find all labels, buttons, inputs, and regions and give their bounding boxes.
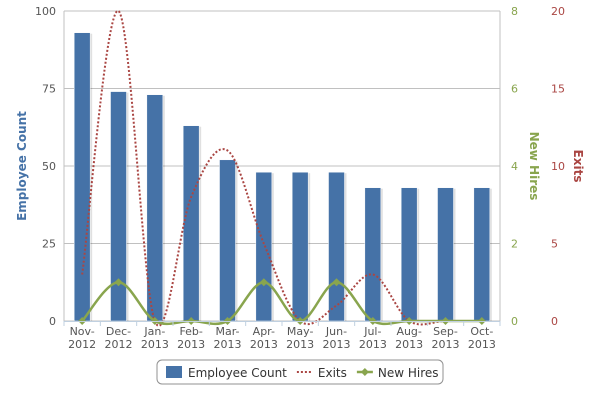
bar — [400, 187, 418, 322]
legend-marker — [360, 368, 369, 376]
x-tick-label: Feb-2013 — [177, 325, 205, 351]
y-left-tick-label: 100 — [35, 5, 56, 18]
bar — [473, 187, 491, 322]
x-tick-label: Nov-2012 — [68, 325, 96, 351]
y-left-axis-title: Employee Count — [15, 111, 29, 221]
y-right-inner-tick-label: 6 — [511, 83, 518, 96]
y-right-outer-tick-label: 20 — [551, 5, 565, 18]
y-right-outer-axis-title: Exits — [571, 150, 585, 183]
bar — [437, 187, 454, 322]
y-right-outer-tick-label: 0 — [551, 315, 558, 328]
y-left-tick-label: 25 — [42, 238, 56, 251]
x-tick-label: Dec-2012 — [105, 325, 133, 351]
y-right-outer-tick-label: 10 — [551, 160, 565, 173]
legend-swatch — [166, 366, 182, 378]
x-tick-label: Jun-2013 — [323, 325, 351, 351]
y-right-inner-tick-label: 8 — [511, 5, 518, 18]
y-right-inner-tick-label: 0 — [511, 315, 518, 328]
line-series — [78, 9, 486, 327]
point-new-hires — [114, 278, 123, 287]
point-new-hires — [332, 278, 341, 287]
legend-box — [156, 359, 444, 385]
bar — [255, 171, 273, 322]
y-right-inner-axis-title: New Hires — [527, 132, 541, 201]
x-tick-label: Aug-2013 — [395, 325, 423, 351]
bar — [219, 159, 236, 322]
bar — [364, 187, 382, 322]
legend-label: Employee Count — [188, 366, 287, 380]
bar-series-employee-count — [73, 32, 492, 322]
axes: Nov-2012 Dec-2012 Jan-2013 Feb-2013 Mar-2013… — [15, 5, 585, 351]
y-right-outer-tick-label: 5 — [551, 238, 558, 251]
x-tick-label: Apr-2013 — [250, 325, 278, 351]
y-left-tick-label: 0 — [49, 315, 56, 328]
x-tick-label: Jan-2013 — [141, 325, 169, 351]
x-tick-label: Sep-2013 — [432, 325, 460, 351]
bar — [291, 171, 309, 322]
legend[interactable]: Employee Count Exits New Hires — [156, 359, 444, 385]
y-right-inner-tick-label: 2 — [511, 238, 518, 251]
legend-item-employee-count[interactable]: Employee Count — [166, 366, 287, 380]
bar — [328, 171, 345, 322]
bar — [110, 91, 127, 322]
y-right-outer-tick-label: 15 — [551, 83, 565, 96]
bar — [73, 32, 91, 322]
y-left-tick-label: 50 — [42, 160, 56, 173]
x-tick-label: Oct-2013 — [468, 325, 496, 351]
gridlines — [64, 10, 500, 322]
legend-label: New Hires — [378, 366, 439, 380]
line-exits — [81, 9, 482, 327]
bar — [182, 125, 200, 322]
y-left-tick-label: 75 — [42, 83, 56, 96]
legend-item-exits[interactable]: Exits — [296, 366, 347, 380]
point-new-hires — [259, 278, 268, 287]
x-tick-label: Jul-2013 — [359, 325, 387, 351]
legend-label: Exits — [318, 366, 347, 380]
x-tick-label: Mar-2013 — [214, 325, 242, 351]
y-right-inner-tick-label: 4 — [511, 160, 518, 173]
x-tick-label: May-2013 — [286, 325, 314, 351]
legend-item-new-hires[interactable]: New Hires — [356, 366, 439, 380]
